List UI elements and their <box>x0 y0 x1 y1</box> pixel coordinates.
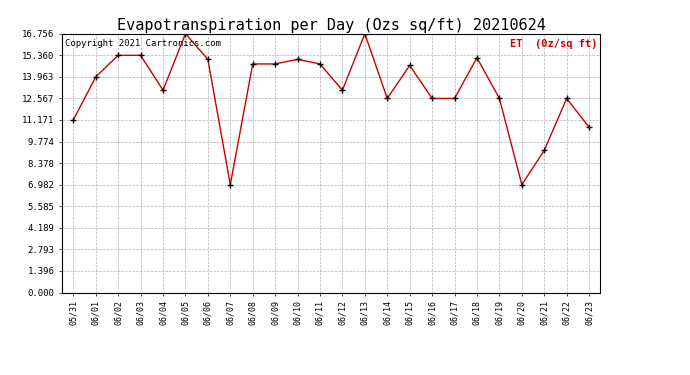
Text: ET  (0z/sq ft): ET (0z/sq ft) <box>510 39 598 49</box>
Title: Evapotranspiration per Day (Ozs sq/ft) 20210624: Evapotranspiration per Day (Ozs sq/ft) 2… <box>117 18 546 33</box>
Text: Copyright 2021 Cartronics.com: Copyright 2021 Cartronics.com <box>65 39 221 48</box>
